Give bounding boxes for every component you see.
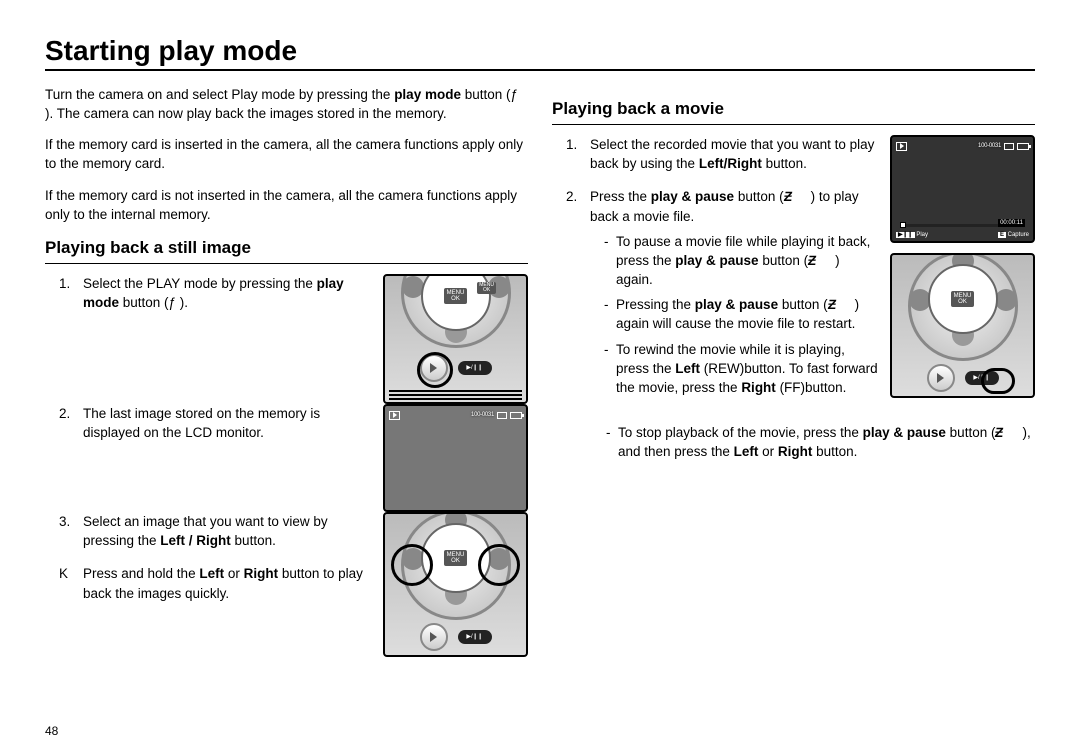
left-column: Turn the camera on and select Play mode … [45,85,528,657]
play-mode-icon [896,142,907,151]
page-number: 48 [45,724,58,738]
intro-p3: If the memory card is not inserted in th… [45,186,528,224]
still-tip: K Press and hold the Left or Right butto… [59,564,373,602]
page-title: Starting play mode [45,35,1035,71]
movie-sub-3: To rewind the movie while it is playing,… [604,340,880,397]
right-column: Playing back a movie 1. Select the recor… [552,85,1035,657]
lcd-diagram-movie: 100-0031 00:00:11 ▶❙❙ Play E Capture [890,135,1035,243]
still-heading: Playing back a still image [45,236,528,264]
movie-sub-1: To pause a movie file while playing it b… [604,232,880,289]
still-step-2: 2. The last image stored on the memory i… [59,404,373,442]
still-step-3: 3. Select an image that you want to view… [59,512,373,550]
dial-diagram-3: MENUOK ▶/❙❙ [890,253,1035,398]
play-mode-icon [389,411,400,420]
battery-icon [1017,143,1029,150]
intro-p2: If the memory card is inserted in the ca… [45,135,528,173]
still-step-1: 1. Select the PLAY mode by pressing the … [59,274,373,312]
movie-sub-2: Pressing the play & pause button (Ƶ ) ag… [604,295,880,333]
movie-sub-4: To stop playback of the movie, press the… [606,423,1035,461]
intro-p1: Turn the camera on and select Play mode … [45,85,528,123]
dial-diagram-1: MENUOK MENUOK ▶/❙❙ [383,274,528,404]
play-pause-glyph: Ƶ [782,187,793,206]
movie-heading: Playing back a movie [552,97,1035,125]
movie-step-1: 1. Select the recorded movie that you wa… [566,135,880,173]
dial-diagram-2: MENUOK ▶/❙❙ [383,512,528,657]
battery-icon [510,412,522,419]
movie-step-2: 2. Press the play & pause button (Ƶ ) to… [566,187,880,403]
lcd-diagram-still: 100-0031 [383,404,528,512]
